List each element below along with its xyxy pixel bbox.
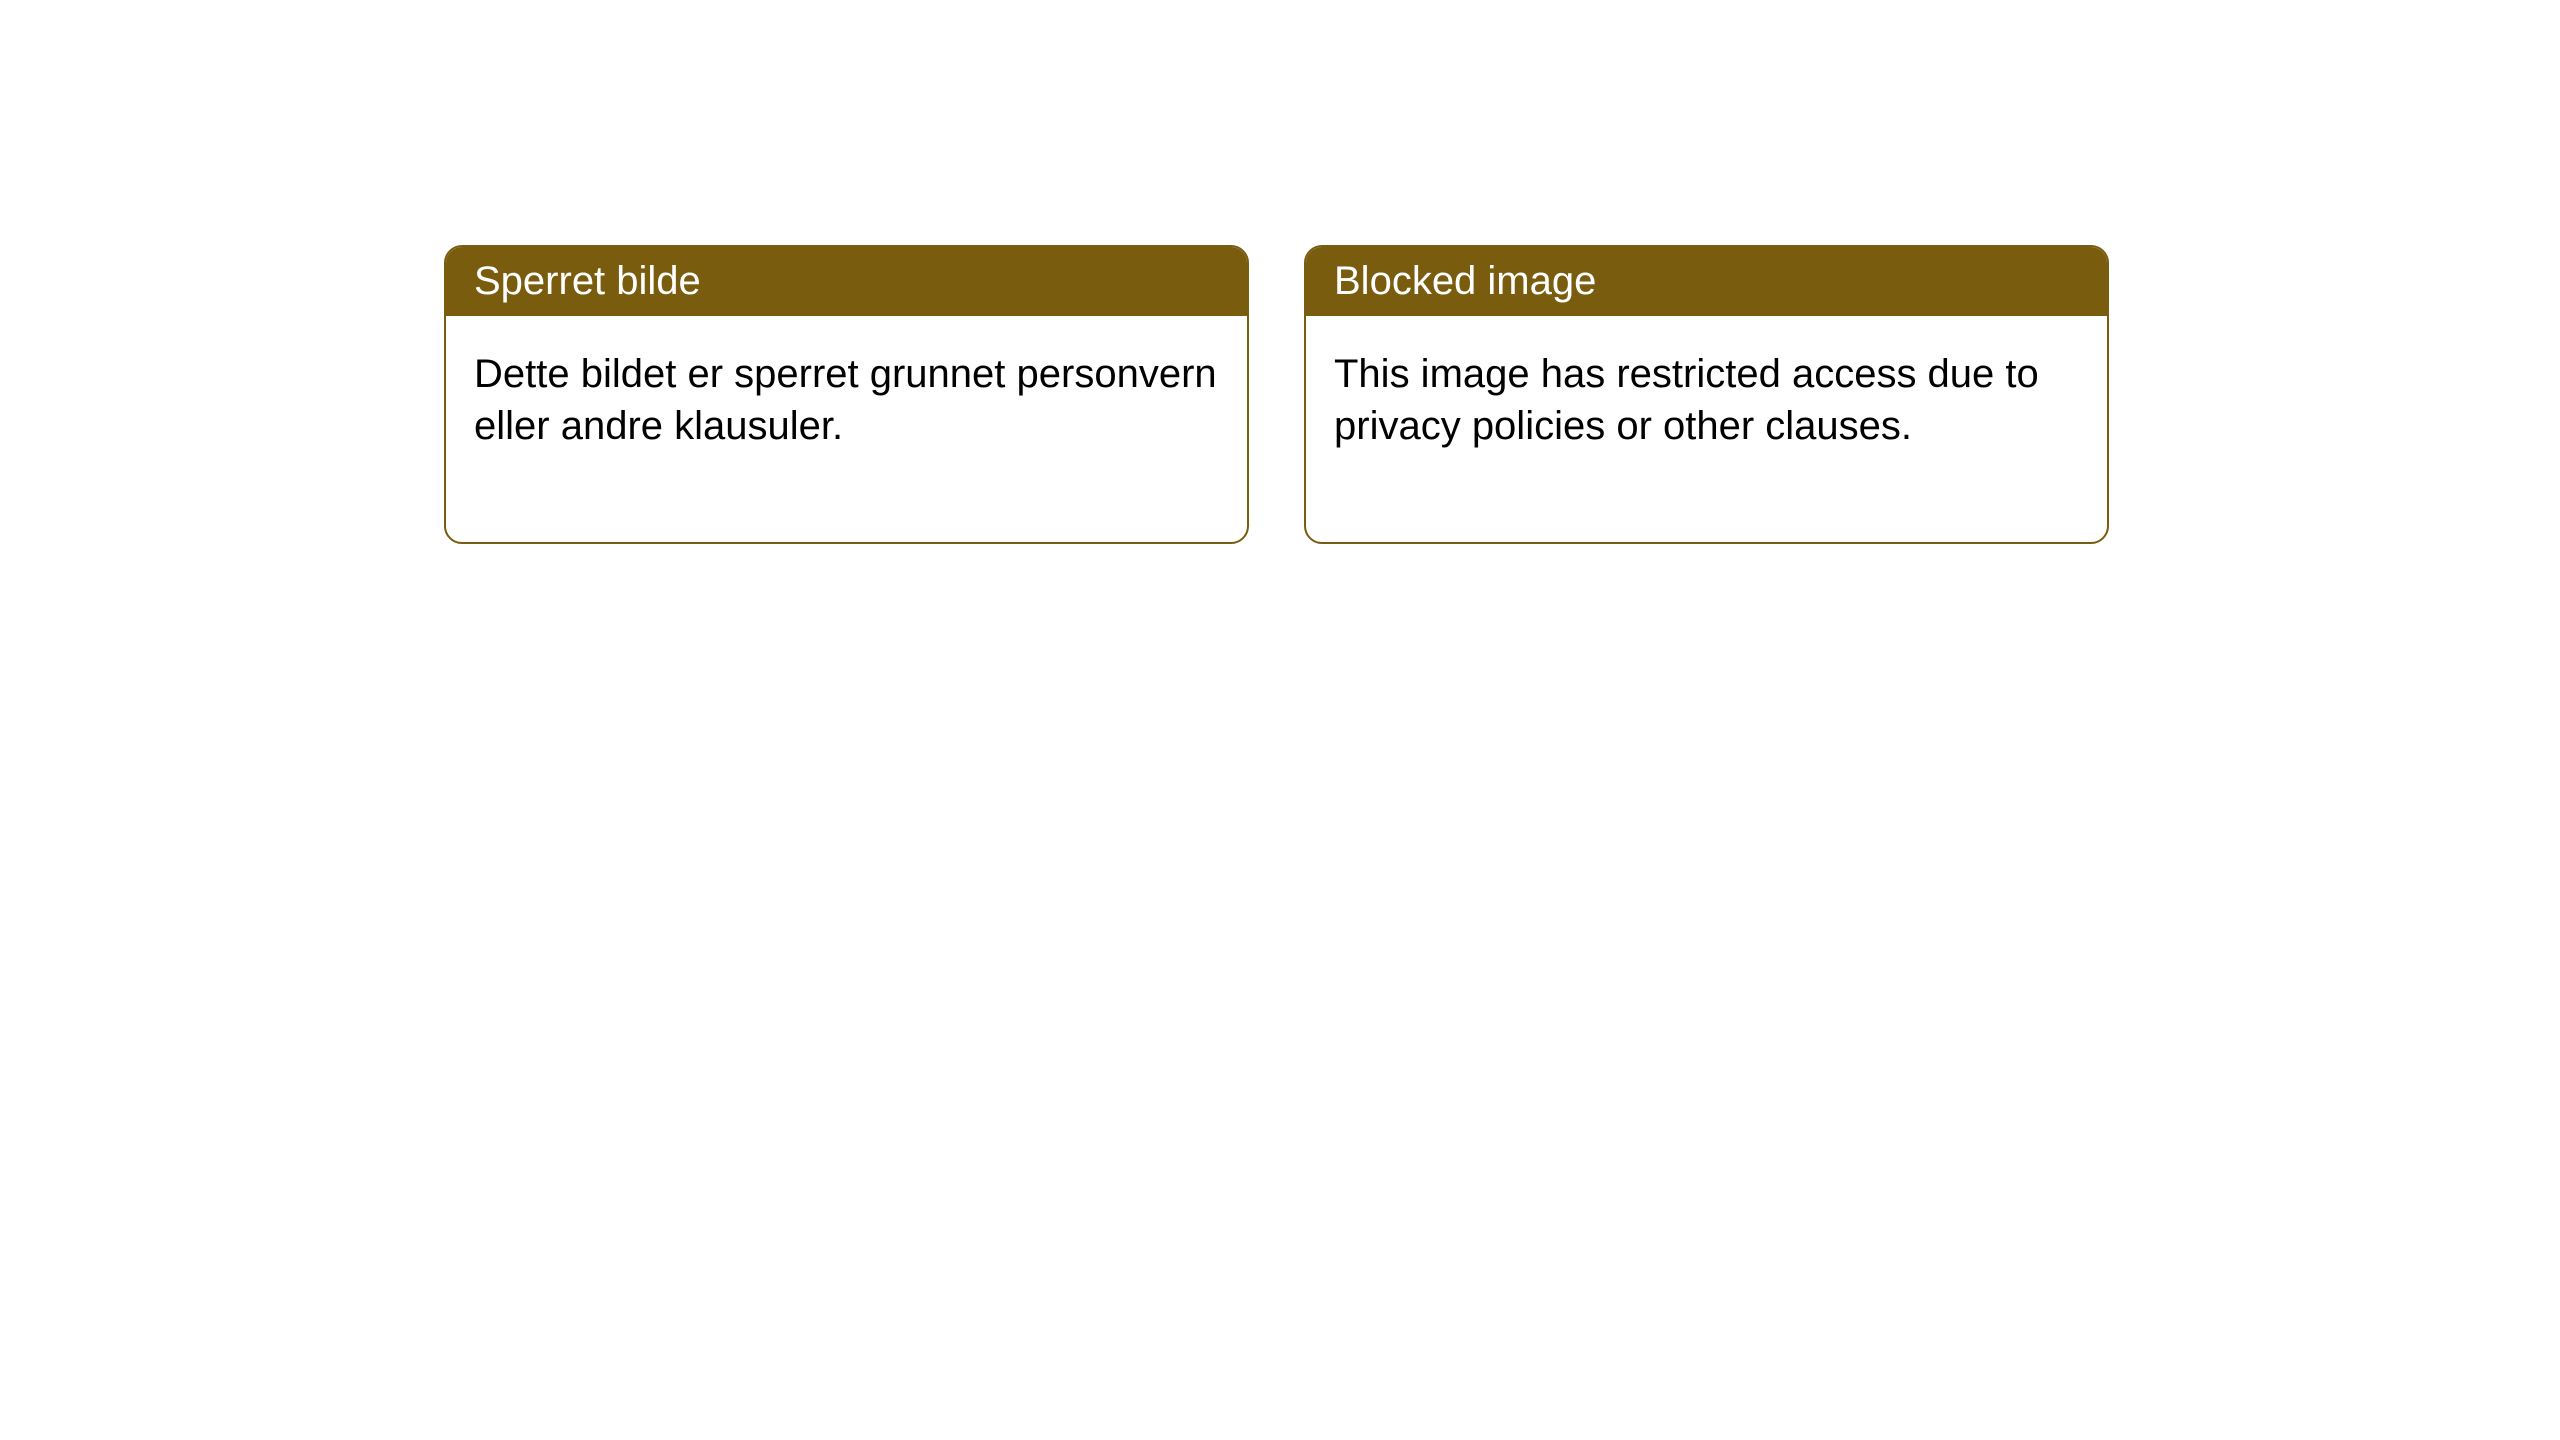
notice-message-norwegian: Dette bildet er sperret grunnet personve… [474, 352, 1217, 448]
notice-card-norwegian: Sperret bilde Dette bildet er sperret gr… [444, 245, 1249, 544]
notice-body-norwegian: Dette bildet er sperret grunnet personve… [446, 316, 1247, 542]
notice-message-english: This image has restricted access due to … [1334, 352, 2039, 448]
notice-container: Sperret bilde Dette bildet er sperret gr… [444, 245, 2109, 544]
notice-title-english: Blocked image [1334, 259, 1596, 303]
notice-header-norwegian: Sperret bilde [446, 247, 1247, 316]
notice-header-english: Blocked image [1306, 247, 2107, 316]
notice-body-english: This image has restricted access due to … [1306, 316, 2107, 542]
notice-card-english: Blocked image This image has restricted … [1304, 245, 2109, 544]
notice-title-norwegian: Sperret bilde [474, 259, 701, 303]
